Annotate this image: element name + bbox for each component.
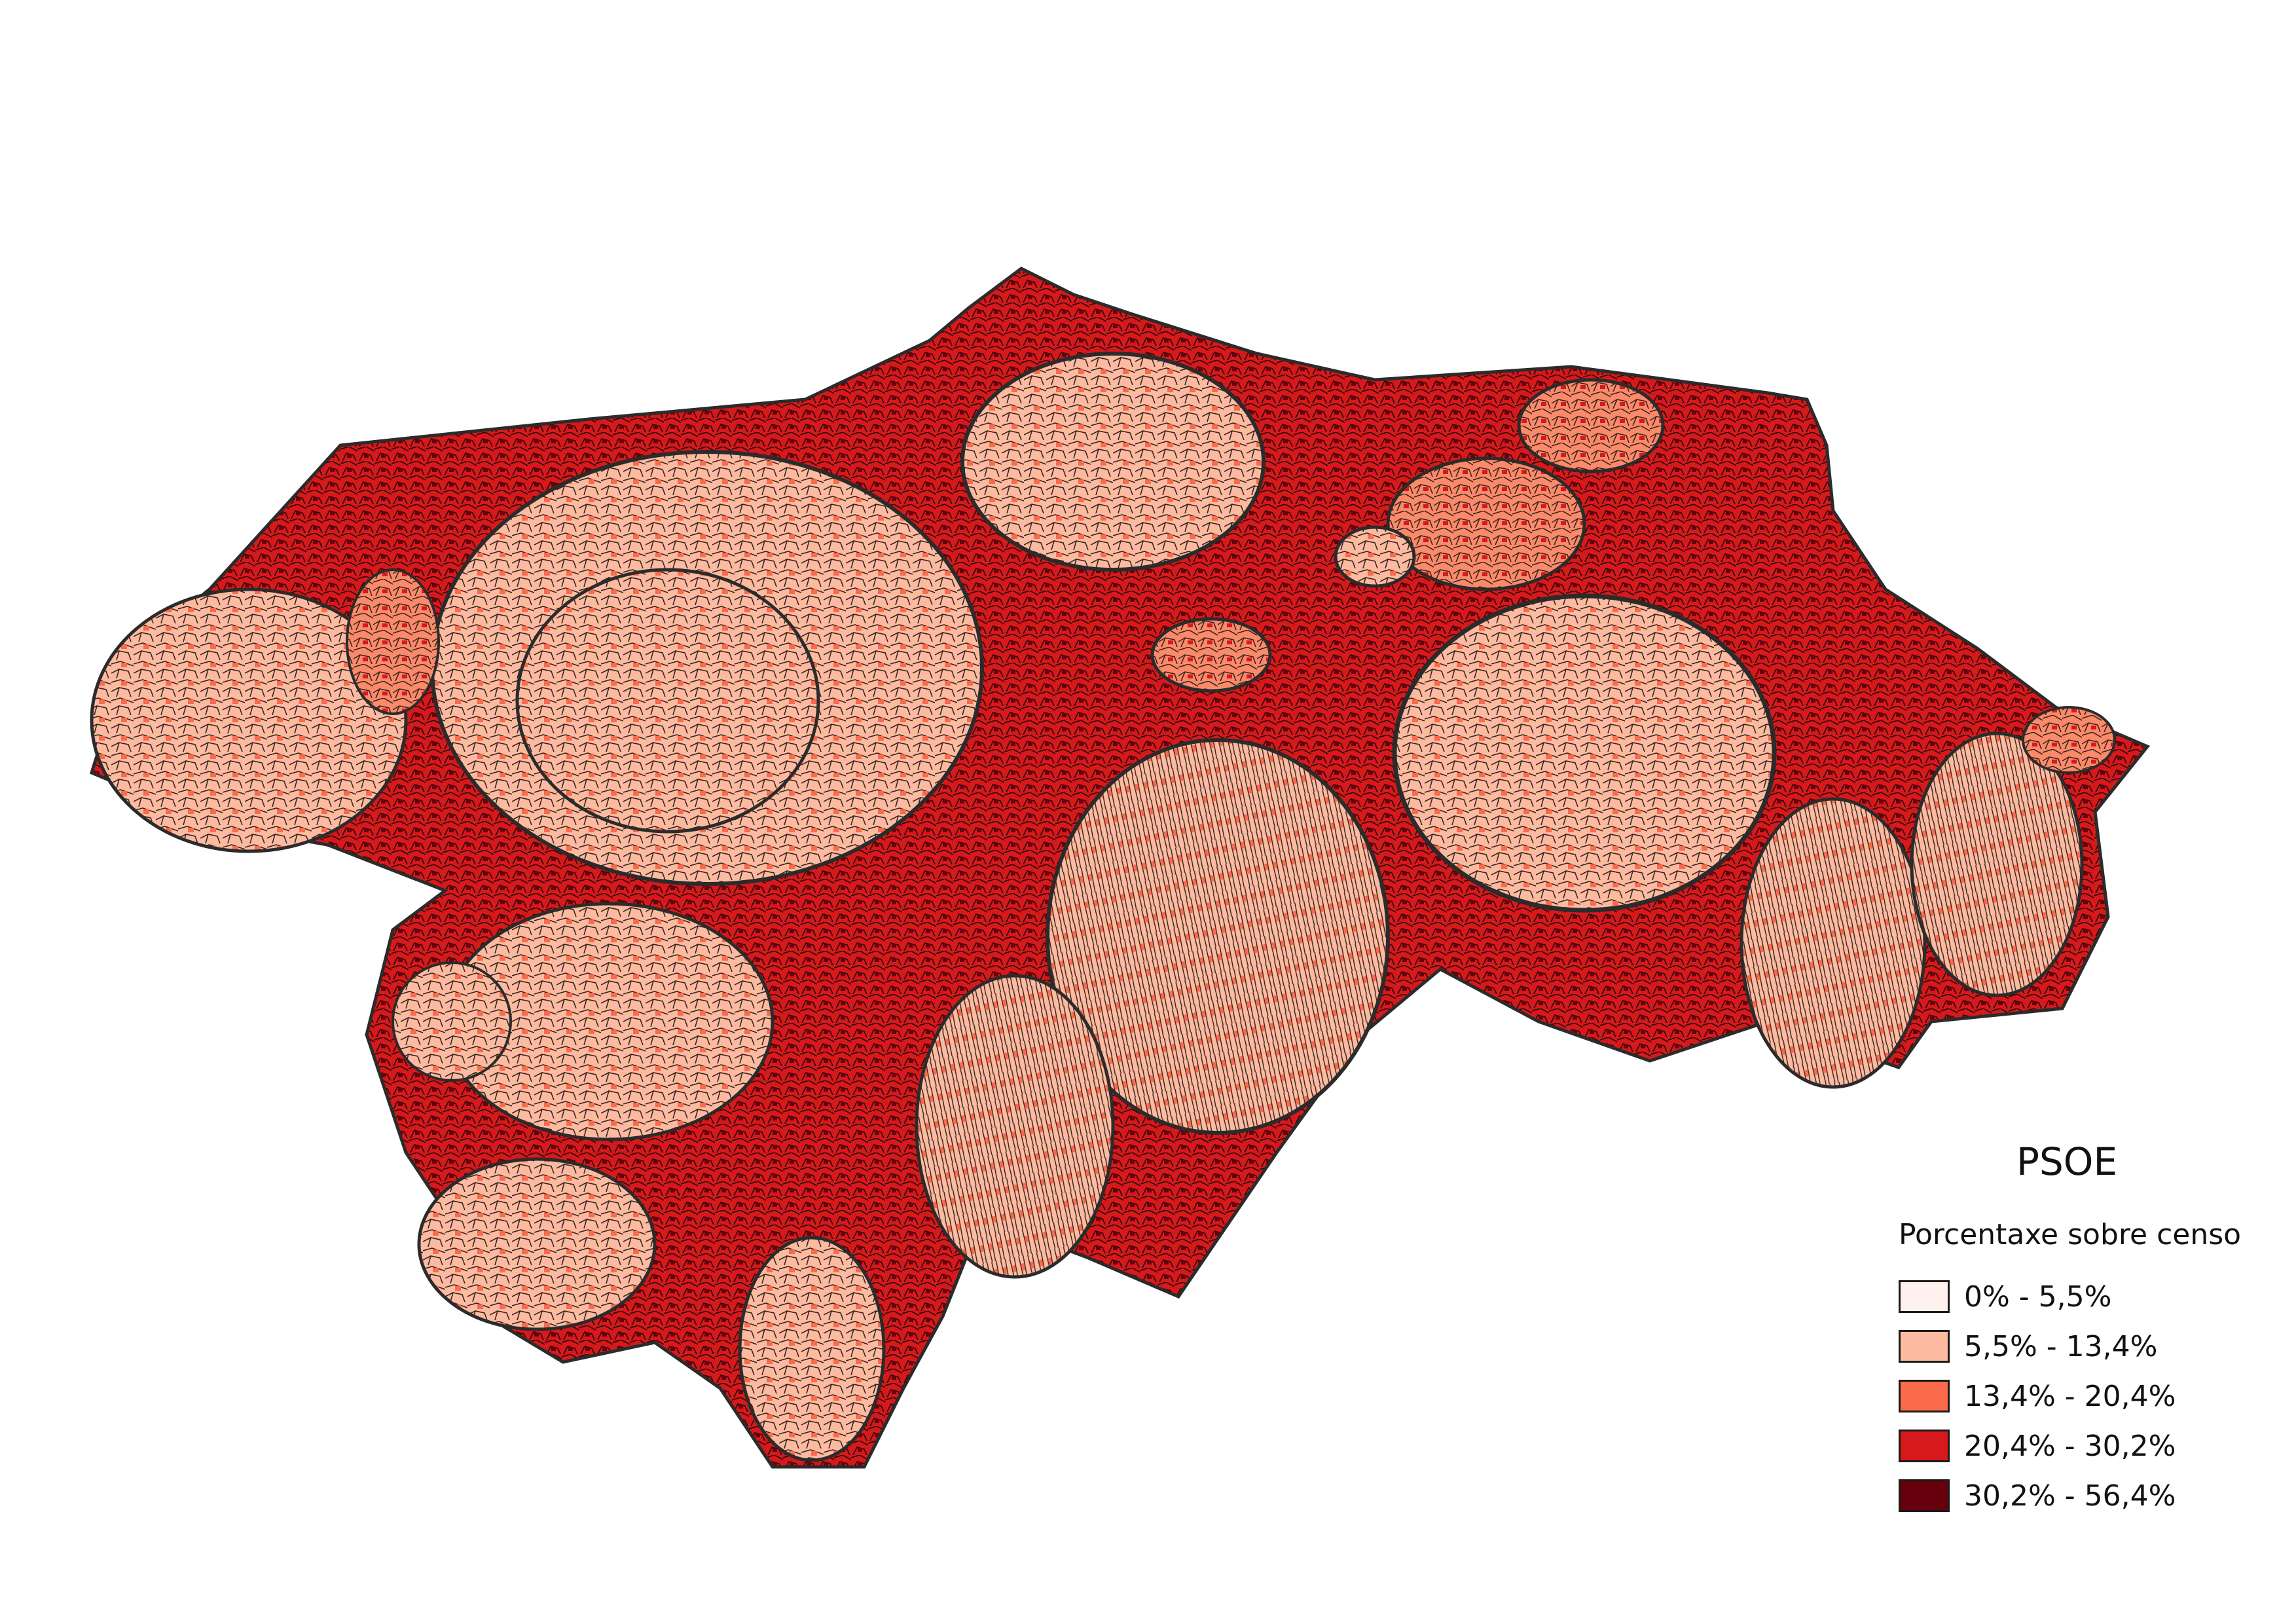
legend-title: PSOE — [2016, 1139, 2118, 1184]
legend-swatch — [1899, 1380, 1950, 1412]
legend-item: 5,5% - 13,4% — [1899, 1327, 2157, 1366]
legend-item: 20,4% - 30,2% — [1899, 1426, 2176, 1466]
legend-item: 13,4% - 20,4% — [1899, 1376, 2176, 1416]
legend-label: 5,5% - 13,4% — [1964, 1329, 2158, 1363]
legend-swatch — [1899, 1330, 1950, 1363]
map-region-far-east-small — [2022, 706, 2116, 774]
legend-swatch — [1899, 1280, 1950, 1313]
legend-label: 0% - 5,5% — [1964, 1280, 2112, 1314]
map-region-south-lobe-2 — [738, 1236, 886, 1462]
legend-swatch — [1899, 1430, 1950, 1462]
map-region-mid-1 — [1150, 617, 1272, 693]
map-region-center-south — [1046, 738, 1390, 1135]
legend-label: 13,4% - 20,4% — [1964, 1379, 2176, 1413]
legend-item: 0% - 5,5% — [1899, 1277, 2111, 1316]
map-region-west-inner — [515, 568, 820, 834]
map-region-east-large — [1392, 593, 1777, 913]
map-region-mid-2 — [1334, 525, 1416, 588]
legend-swatch — [1899, 1479, 1950, 1512]
map-region-north-center — [960, 352, 1266, 572]
map-region-far-west — [90, 587, 408, 853]
legend-item: 30,2% - 56,4% — [1899, 1476, 2176, 1515]
map-region-west-edge — [346, 568, 440, 715]
map-region-southwest-small — [392, 961, 512, 1082]
map-region-east-lobe-1 — [1740, 797, 1927, 1089]
map-region-east-lobe-2 — [1910, 731, 2084, 997]
map-region-north-east-1 — [1386, 456, 1586, 591]
map-region-south-lobe-1 — [915, 974, 1115, 1279]
map-legend: PSOE Porcentaxe sobre censo 0% - 5,5% 5,5… — [1899, 1139, 2265, 1545]
map-region-north-east-2 — [1517, 378, 1665, 473]
legend-label: 30,2% - 56,4% — [1964, 1479, 2176, 1513]
legend-label: 20,4% - 30,2% — [1964, 1429, 2176, 1463]
legend-subtitle: Porcentaxe sobre censo — [1899, 1218, 2242, 1251]
map-region-south-lobe-3 — [417, 1157, 657, 1331]
